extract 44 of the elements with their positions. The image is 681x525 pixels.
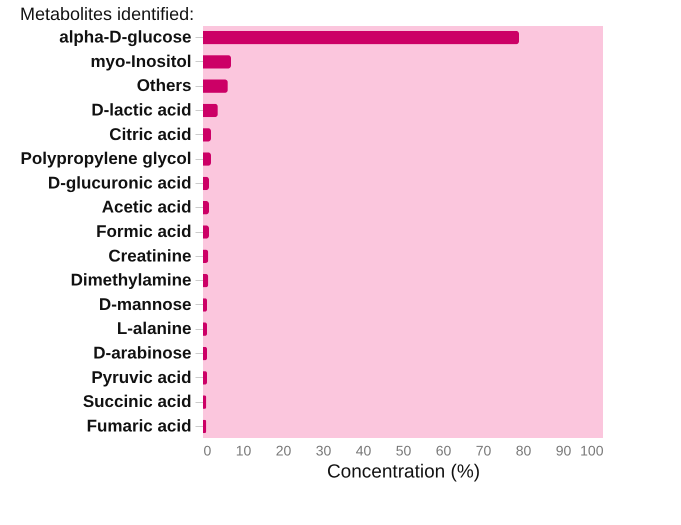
bar [203, 225, 209, 239]
y-tick-label: Dimethylamine [70, 270, 192, 290]
y-tick-label: D-mannose [98, 294, 192, 314]
x-tick-label: 50 [396, 442, 412, 458]
x-tick-label: 60 [436, 442, 452, 458]
x-tick-label: 40 [356, 442, 372, 458]
y-tick-label: L-alanine [116, 319, 192, 338]
x-tick-label: 70 [476, 442, 492, 458]
x-tick-label: 0 [204, 442, 212, 458]
y-tick-label: Polypropylene glycol [20, 149, 192, 168]
y-tick-label: D-lactic acid [91, 100, 192, 120]
bar [203, 346, 207, 360]
bar [203, 274, 208, 288]
y-tick-label: myo-Inositol [90, 52, 192, 71]
bar [203, 79, 228, 93]
x-tick-label: 20 [276, 442, 292, 458]
bar [203, 298, 207, 312]
chart-title: Metabolites identified: [20, 4, 194, 24]
bar [203, 152, 211, 166]
bar [203, 128, 211, 142]
x-tick-label: 100 [580, 442, 604, 458]
y-tick-label: Acetic acid [102, 198, 192, 217]
y-tick-label: Others [136, 76, 192, 96]
y-tick-label: Formic acid [96, 222, 192, 241]
bar [203, 322, 207, 336]
x-tick-label: 90 [556, 442, 572, 458]
y-tick-label: Creatinine [108, 246, 192, 266]
y-tick-label: Citric acid [109, 124, 192, 144]
y-tick-label: D-glucuronic acid [48, 173, 192, 192]
y-tick-label: Pyruvic acid [91, 368, 192, 387]
x-tick-label: 10 [236, 442, 252, 458]
x-axis-title: Concentration (%) [326, 462, 480, 482]
bar [203, 176, 209, 190]
bar [203, 55, 231, 69]
y-tick-label: D-arabinose [93, 344, 192, 363]
bar [203, 30, 519, 44]
bar [203, 104, 218, 118]
bar [203, 371, 207, 385]
y-tick-label: Fumaric acid [86, 416, 192, 436]
bar [203, 201, 209, 214]
y-tick-label: alpha-D-glucose [59, 28, 192, 47]
x-tick-label: 80 [516, 442, 532, 458]
x-tick-label: 30 [316, 442, 332, 458]
y-tick-label: Succinic acid [82, 392, 192, 412]
